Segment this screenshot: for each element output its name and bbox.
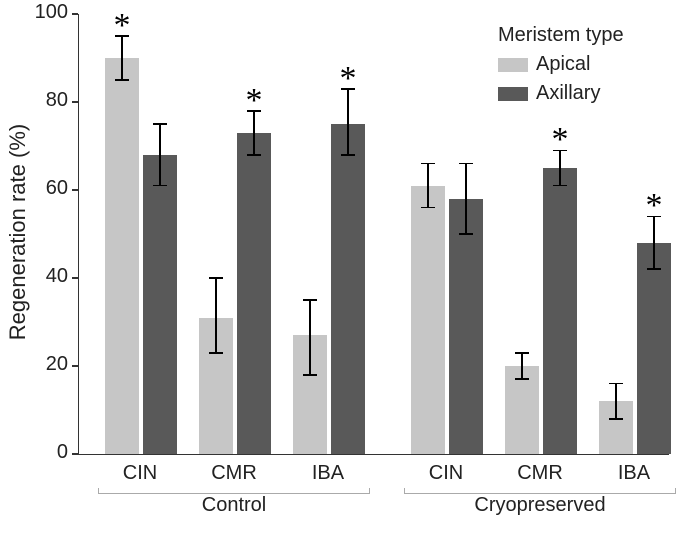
error-cap [115, 79, 129, 81]
y-tick-mark [72, 101, 78, 103]
significance-star: * [545, 121, 575, 159]
y-tick-mark [72, 453, 78, 455]
bar-axillary [637, 243, 671, 454]
cluster-label: CIN [110, 462, 170, 485]
bar-apical [105, 58, 139, 454]
y-tick-mark [72, 189, 78, 191]
error-bar [347, 89, 349, 155]
y-tick-label: 20 [28, 353, 68, 376]
cluster-label: CMR [204, 462, 264, 485]
legend: Meristem type Apical Axillary [498, 24, 624, 105]
y-tick-label: 80 [28, 89, 68, 112]
significance-star: * [639, 187, 669, 225]
error-cap [303, 299, 317, 301]
cluster-label: IBA [298, 462, 358, 485]
legend-item-axillary: Axillary [498, 82, 624, 105]
error-cap [209, 277, 223, 279]
y-tick-mark [72, 13, 78, 15]
cluster-label: IBA [604, 462, 664, 485]
bar-axillary [449, 199, 483, 454]
error-cap [421, 163, 435, 165]
error-cap [247, 154, 261, 156]
error-bar [427, 164, 429, 208]
bar-axillary [331, 124, 365, 454]
error-cap [515, 378, 529, 380]
legend-label: Axillary [536, 82, 600, 105]
significance-star: * [333, 60, 363, 98]
error-cap [515, 352, 529, 354]
error-cap [647, 268, 661, 270]
group-label: Control [134, 494, 334, 517]
error-bar [521, 353, 523, 379]
bar-axillary [143, 155, 177, 454]
legend-swatch [498, 58, 528, 72]
cluster-label: CMR [510, 462, 570, 485]
error-cap [553, 185, 567, 187]
error-cap [153, 185, 167, 187]
regeneration-rate-chart: * * * * * Regeneration rate (%) Meristem typ… [0, 0, 685, 546]
error-bar [309, 300, 311, 375]
bar-axillary [237, 133, 271, 454]
error-bar [159, 124, 161, 186]
legend-title: Meristem type [498, 24, 624, 47]
legend-item-apical: Apical [498, 53, 624, 76]
y-tick-label: 60 [28, 177, 68, 200]
significance-star: * [107, 7, 137, 45]
y-tick-mark [72, 277, 78, 279]
bar-axillary [543, 168, 577, 454]
error-bar [215, 278, 217, 353]
y-axis-label: Regeneration rate (%) [5, 12, 31, 452]
y-tick-label: 40 [28, 265, 68, 288]
error-cap [459, 163, 473, 165]
error-cap [303, 374, 317, 376]
error-cap [421, 207, 435, 209]
error-bar [465, 164, 467, 234]
bar-apical [411, 186, 445, 454]
error-cap [459, 233, 473, 235]
error-cap [609, 418, 623, 420]
y-tick-label: 0 [28, 441, 68, 464]
error-cap [341, 154, 355, 156]
significance-star: * [239, 82, 269, 120]
error-cap [209, 352, 223, 354]
error-bar [615, 384, 617, 419]
cluster-label: CIN [416, 462, 476, 485]
legend-swatch [498, 87, 528, 101]
error-cap [609, 383, 623, 385]
error-cap [153, 123, 167, 125]
legend-label: Apical [536, 53, 590, 76]
group-label: Cryopreserved [440, 494, 640, 517]
y-tick-mark [72, 365, 78, 367]
y-tick-label: 100 [28, 1, 68, 24]
